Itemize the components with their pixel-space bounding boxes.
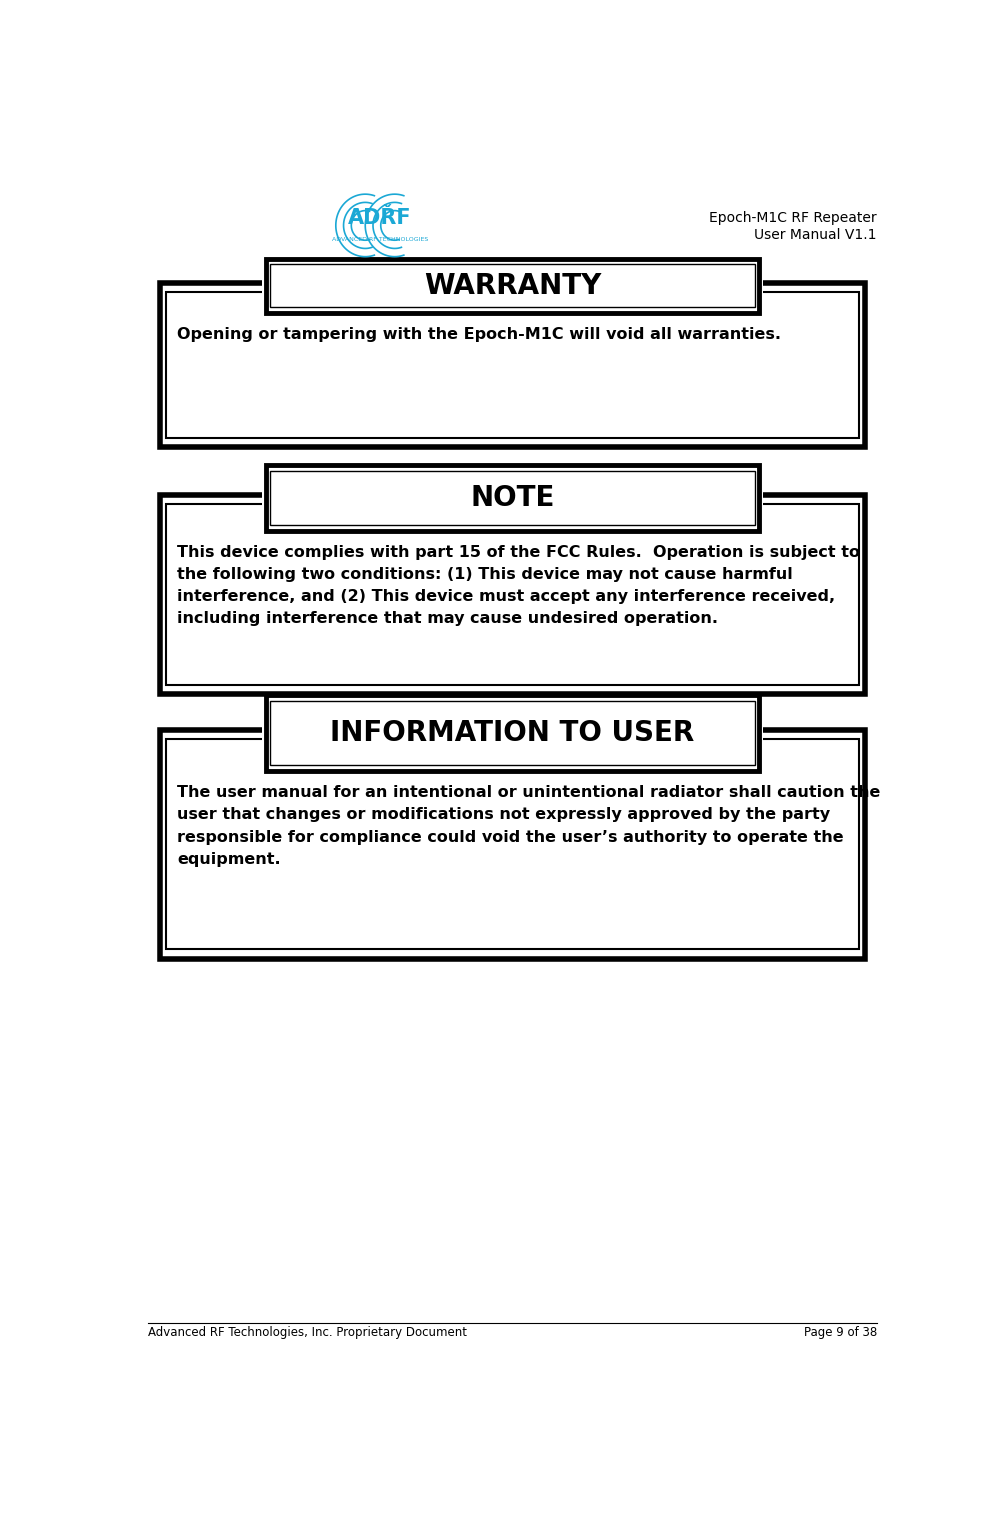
Text: ADŘF: ADŘF bbox=[348, 209, 412, 229]
Bar bbox=[166, 739, 859, 949]
Bar bbox=[262, 488, 763, 523]
Bar bbox=[270, 264, 755, 307]
Text: The user manual for an intentional or unintentional radiator shall caution the
u: The user manual for an intentional or un… bbox=[177, 786, 880, 867]
Bar bbox=[160, 494, 865, 694]
Bar bbox=[270, 470, 755, 525]
Text: Advanced RF Technologies, Inc. Proprietary Document: Advanced RF Technologies, Inc. Proprieta… bbox=[148, 1326, 467, 1338]
Text: WARRANTY: WARRANTY bbox=[424, 272, 601, 299]
Bar bbox=[266, 465, 759, 531]
Bar bbox=[262, 497, 763, 522]
Bar bbox=[262, 287, 763, 310]
Text: User Manual V1.1: User Manual V1.1 bbox=[754, 227, 877, 241]
Bar bbox=[166, 293, 859, 438]
Bar bbox=[160, 282, 865, 447]
Bar bbox=[262, 278, 763, 313]
Bar bbox=[262, 732, 763, 757]
Bar bbox=[262, 723, 763, 758]
Bar bbox=[266, 258, 759, 313]
Bar bbox=[166, 504, 859, 685]
Text: Epoch-M1C RF Repeater: Epoch-M1C RF Repeater bbox=[709, 212, 877, 226]
Text: ADVANCED RF TECHNOLOGIES: ADVANCED RF TECHNOLOGIES bbox=[332, 237, 428, 243]
Bar bbox=[270, 702, 755, 765]
Text: Page 9 of 38: Page 9 of 38 bbox=[804, 1326, 877, 1338]
Text: INFORMATION TO USER: INFORMATION TO USER bbox=[330, 719, 695, 748]
Bar bbox=[160, 729, 865, 958]
Text: NOTE: NOTE bbox=[470, 484, 555, 511]
Text: This device complies with part 15 of the FCC Rules.  Operation is subject to
the: This device complies with part 15 of the… bbox=[177, 545, 860, 627]
Bar bbox=[266, 696, 759, 771]
Text: Opening or tampering with the Epoch-M1C will void all warranties.: Opening or tampering with the Epoch-M1C … bbox=[177, 327, 781, 342]
